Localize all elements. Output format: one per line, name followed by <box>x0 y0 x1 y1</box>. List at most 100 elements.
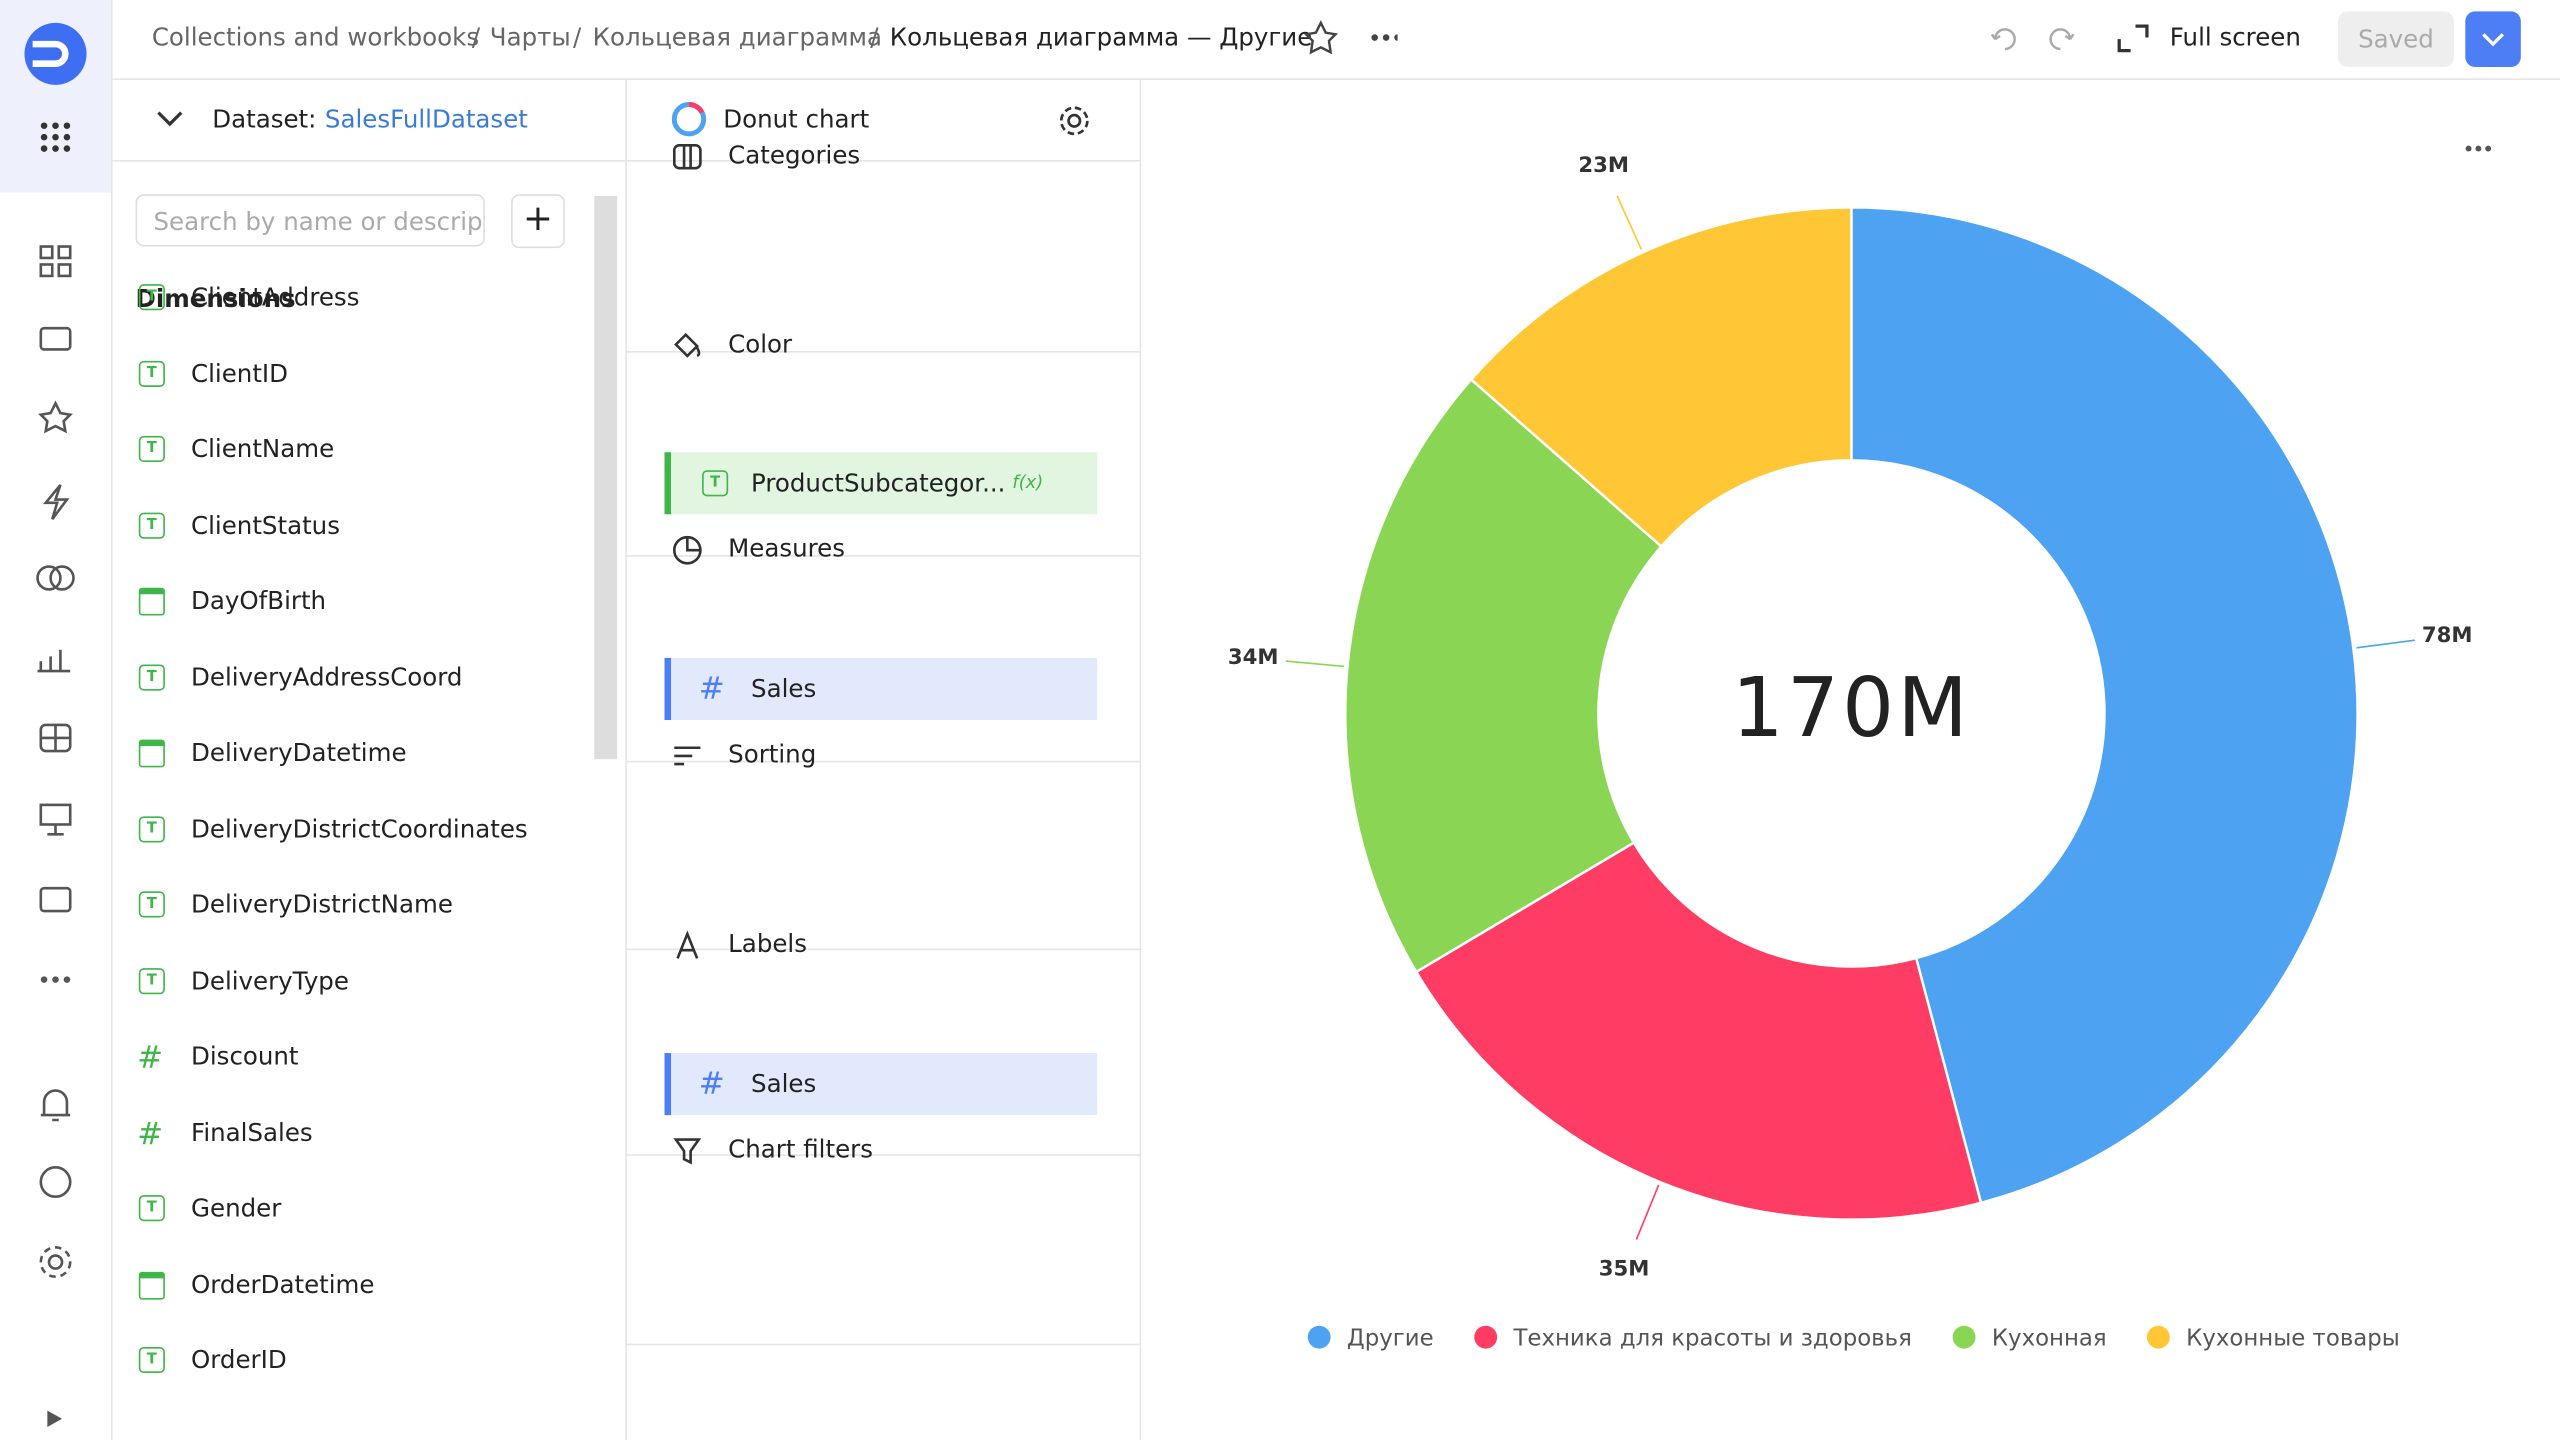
divider <box>625 351 1140 353</box>
field-row[interactable]: T ClientAddress <box>111 282 584 333</box>
field-name: DeliveryDistrictName <box>191 889 453 920</box>
date-icon <box>138 739 165 768</box>
legend-marker <box>1307 1325 1331 1349</box>
add-button[interactable]: + <box>511 194 565 249</box>
field-row[interactable]: T ClientStatus <box>111 510 584 561</box>
section-title: Color <box>728 329 793 360</box>
dataset-label: Dataset: <box>212 104 317 134</box>
formula-badge: f(x) <box>1012 471 1044 494</box>
text-icon: T <box>138 815 165 842</box>
field-name: Gender <box>191 1193 282 1223</box>
field-row[interactable]: T DeliveryDistrictName <box>111 889 584 940</box>
donut-slice <box>1344 377 1664 974</box>
section-title: Measures <box>728 533 846 564</box>
field-row[interactable]: T OrderID <box>111 1345 584 1396</box>
date-icon <box>138 1271 165 1299</box>
field-name: ClientStatus <box>191 510 340 540</box>
field-row[interactable]: OrderDatetime <box>111 1269 584 1320</box>
number-icon: # <box>698 1066 725 1103</box>
field-name: FinalSales <box>191 1117 313 1147</box>
section-title: Labels <box>728 928 807 959</box>
number-icon: # <box>137 1040 164 1076</box>
field-name: Sales <box>751 674 817 704</box>
section-icon <box>674 332 701 358</box>
field-name: DeliveryAddressCoord <box>191 662 463 692</box>
field-row[interactable]: T ClientName <box>111 434 584 485</box>
legend-marker <box>1952 1325 1976 1349</box>
menu-button[interactable] <box>2465 11 2521 67</box>
donut-slice <box>1469 206 1853 549</box>
collapse-icon[interactable] <box>155 108 188 131</box>
wizard-panel: Donut chart T ProductSubcategor... f(x) … <box>625 78 1142 1440</box>
breadcrumb[interactable]: Чарты <box>489 22 571 53</box>
toolbar-icons[interactable] <box>1989 20 2169 62</box>
legend-marker <box>1474 1325 1498 1349</box>
chart-type[interactable]: Donut chart <box>723 104 870 134</box>
number-icon: # <box>137 1115 164 1152</box>
field-name: DeliveryType <box>191 965 349 996</box>
section-title: Sorting <box>728 739 817 769</box>
full-screen[interactable]: Full screen <box>2169 22 2301 53</box>
label-item[interactable]: # Sales <box>664 1053 1098 1116</box>
field-row[interactable]: T DeliveryAddressCoord <box>111 662 584 713</box>
field-row[interactable]: DeliveryDatetime <box>111 737 584 789</box>
legend-label: Другие <box>1347 1325 1434 1351</box>
field-row[interactable]: T DeliveryDistrictCoordinates <box>111 814 584 865</box>
data-label: 34M <box>1228 645 1279 670</box>
separator: / <box>870 22 879 53</box>
section-title: Categories <box>728 140 861 170</box>
data-label: 78M <box>2422 623 2473 648</box>
field-name: ClientAddress <box>191 282 360 312</box>
color-item[interactable]: T ProductSubcategor... f(x) <box>664 452 1098 515</box>
section-icon <box>674 746 701 766</box>
field-name: Sales <box>751 1069 817 1099</box>
chart-type-icon <box>671 102 707 137</box>
scrollbar[interactable] <box>594 195 618 760</box>
text-icon: T <box>138 891 165 918</box>
text-icon: T <box>138 284 165 311</box>
header-icons[interactable] <box>1300 16 1398 58</box>
leader-line <box>1635 1184 1660 1240</box>
search-input[interactable]: Search by name or descript <box>135 194 485 247</box>
section-title: Chart filters <box>728 1134 873 1165</box>
field-name: Discount <box>191 1041 299 1072</box>
field-row[interactable]: DayOfBirth <box>111 586 584 637</box>
section-header: Sorting <box>669 738 1093 777</box>
text-icon: T <box>138 1346 165 1374</box>
field-row[interactable]: T Gender <box>111 1193 584 1244</box>
field-name: ClientID <box>191 358 289 388</box>
section-icon <box>672 143 702 170</box>
field-row[interactable]: # Discount <box>111 1040 584 1092</box>
dataset-panel: Dataset: SalesFullDataset Search by name… <box>111 78 627 1440</box>
section-header: Labels <box>669 927 1093 966</box>
donut-slice <box>1414 841 1983 1221</box>
field-name: DeliveryDatetime <box>191 737 407 768</box>
field-name: ProductSubcategor... <box>751 468 1006 498</box>
divider <box>625 760 1140 763</box>
field-row[interactable]: T DeliveryType <box>111 965 584 1016</box>
legend-marker <box>2146 1325 2170 1349</box>
breadcrumb[interactable]: Collections and workbooks <box>151 22 480 53</box>
section-icon <box>672 535 702 565</box>
field-name: OrderDatetime <box>191 1269 375 1299</box>
section-header: Color <box>669 328 1093 367</box>
divider <box>625 1343 1140 1346</box>
section-icon <box>676 930 699 959</box>
dataset-name[interactable]: SalesFullDataset <box>324 104 528 134</box>
date-icon <box>138 587 165 616</box>
divider <box>625 555 1140 557</box>
saved-button[interactable]: Saved <box>2337 11 2454 67</box>
separator: / <box>471 22 481 53</box>
field-row[interactable]: # FinalSales <box>111 1115 584 1168</box>
text-icon: T <box>138 967 165 994</box>
chart: 170M 78M 35M 34M 23M Другие Техника для красо… <box>1228 145 2492 1351</box>
separator: / <box>573 22 582 53</box>
field-row[interactable]: T ClientID <box>111 358 584 409</box>
settings-icon[interactable] <box>1056 103 1092 139</box>
divider <box>625 948 1140 951</box>
breadcrumb[interactable]: Кольцевая диаграмма <box>592 22 883 53</box>
nav-icons <box>24 22 87 1427</box>
measure-item[interactable]: # Sales <box>664 657 1098 720</box>
breadcrumb-current: Кольцевая диаграмма — Другие <box>889 22 1313 53</box>
